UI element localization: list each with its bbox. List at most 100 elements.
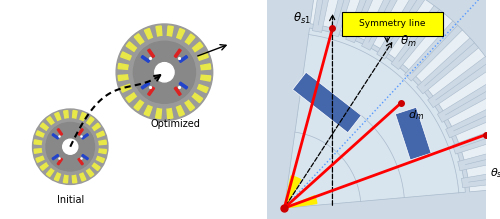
Wedge shape bbox=[118, 75, 130, 81]
Bar bbox=[179, 56, 188, 62]
Text: $\theta_m$: $\theta_m$ bbox=[400, 34, 416, 49]
Wedge shape bbox=[36, 156, 45, 162]
Wedge shape bbox=[196, 52, 208, 61]
Text: $\theta_{s1}$: $\theta_{s1}$ bbox=[293, 11, 311, 26]
FancyBboxPatch shape bbox=[342, 12, 443, 36]
Wedge shape bbox=[284, 176, 300, 208]
Wedge shape bbox=[86, 168, 94, 177]
Wedge shape bbox=[72, 111, 77, 119]
Wedge shape bbox=[404, 21, 462, 81]
Wedge shape bbox=[156, 26, 162, 37]
Wedge shape bbox=[126, 92, 138, 102]
Wedge shape bbox=[86, 117, 94, 126]
Wedge shape bbox=[169, 43, 194, 67]
Wedge shape bbox=[329, 0, 360, 37]
Circle shape bbox=[32, 109, 108, 184]
Wedge shape bbox=[54, 113, 61, 122]
Wedge shape bbox=[184, 99, 194, 111]
Bar bbox=[148, 87, 154, 95]
Wedge shape bbox=[120, 84, 132, 92]
Wedge shape bbox=[167, 26, 173, 37]
Wedge shape bbox=[74, 150, 93, 170]
Wedge shape bbox=[446, 98, 500, 138]
Wedge shape bbox=[192, 92, 202, 103]
Wedge shape bbox=[192, 42, 203, 52]
Wedge shape bbox=[40, 123, 49, 131]
Wedge shape bbox=[200, 75, 210, 81]
Wedge shape bbox=[176, 104, 184, 116]
Bar bbox=[52, 154, 59, 160]
Bar bbox=[82, 134, 88, 139]
Circle shape bbox=[134, 41, 196, 103]
Wedge shape bbox=[134, 99, 144, 111]
Bar bbox=[179, 82, 188, 89]
Wedge shape bbox=[462, 166, 500, 188]
Wedge shape bbox=[54, 172, 61, 181]
Wedge shape bbox=[92, 123, 100, 131]
Wedge shape bbox=[118, 64, 130, 69]
Wedge shape bbox=[167, 107, 173, 118]
Wedge shape bbox=[200, 64, 210, 70]
Wedge shape bbox=[428, 57, 493, 108]
Text: $\theta_{s2}$: $\theta_{s2}$ bbox=[490, 166, 500, 180]
Wedge shape bbox=[72, 174, 77, 183]
Wedge shape bbox=[126, 42, 138, 52]
Polygon shape bbox=[284, 28, 466, 208]
Circle shape bbox=[129, 37, 200, 108]
Wedge shape bbox=[312, 0, 336, 32]
Wedge shape bbox=[144, 104, 152, 116]
Wedge shape bbox=[156, 107, 162, 118]
Wedge shape bbox=[64, 111, 68, 119]
Text: Optimized: Optimized bbox=[150, 119, 200, 129]
Wedge shape bbox=[169, 77, 194, 101]
Wedge shape bbox=[377, 0, 425, 59]
Wedge shape bbox=[135, 43, 160, 67]
Wedge shape bbox=[48, 124, 66, 143]
Text: Symmetry line: Symmetry line bbox=[360, 19, 426, 28]
Wedge shape bbox=[96, 131, 104, 138]
Wedge shape bbox=[452, 120, 500, 154]
Polygon shape bbox=[396, 107, 431, 160]
Wedge shape bbox=[46, 117, 54, 125]
Wedge shape bbox=[36, 131, 45, 138]
Bar bbox=[141, 82, 150, 89]
Bar bbox=[82, 154, 88, 160]
Wedge shape bbox=[134, 34, 144, 45]
Wedge shape bbox=[196, 84, 208, 93]
Wedge shape bbox=[120, 52, 132, 60]
Wedge shape bbox=[64, 174, 68, 183]
Wedge shape bbox=[34, 149, 43, 153]
Bar bbox=[174, 87, 181, 95]
Bar bbox=[52, 134, 59, 139]
Wedge shape bbox=[184, 34, 195, 45]
Wedge shape bbox=[34, 140, 43, 145]
Wedge shape bbox=[284, 196, 317, 208]
Bar bbox=[78, 129, 84, 135]
Polygon shape bbox=[292, 72, 362, 133]
Bar bbox=[57, 129, 62, 135]
Circle shape bbox=[155, 63, 174, 82]
Wedge shape bbox=[144, 28, 153, 40]
Wedge shape bbox=[346, 0, 383, 43]
Bar bbox=[148, 49, 154, 58]
Wedge shape bbox=[80, 172, 86, 181]
Circle shape bbox=[116, 24, 212, 120]
Wedge shape bbox=[74, 124, 93, 143]
Wedge shape bbox=[96, 156, 104, 163]
Text: $d_m$: $d_m$ bbox=[408, 108, 424, 122]
Wedge shape bbox=[98, 140, 106, 145]
Bar bbox=[57, 158, 62, 165]
Wedge shape bbox=[391, 6, 444, 69]
Wedge shape bbox=[98, 149, 106, 154]
Circle shape bbox=[42, 119, 98, 175]
Wedge shape bbox=[40, 162, 49, 170]
Wedge shape bbox=[80, 113, 86, 122]
Bar bbox=[174, 49, 181, 58]
Wedge shape bbox=[458, 143, 500, 171]
Bar bbox=[78, 158, 84, 165]
Text: Initial: Initial bbox=[56, 195, 84, 205]
Wedge shape bbox=[362, 0, 405, 50]
Wedge shape bbox=[176, 28, 185, 40]
Wedge shape bbox=[416, 38, 478, 94]
Bar bbox=[141, 56, 150, 62]
